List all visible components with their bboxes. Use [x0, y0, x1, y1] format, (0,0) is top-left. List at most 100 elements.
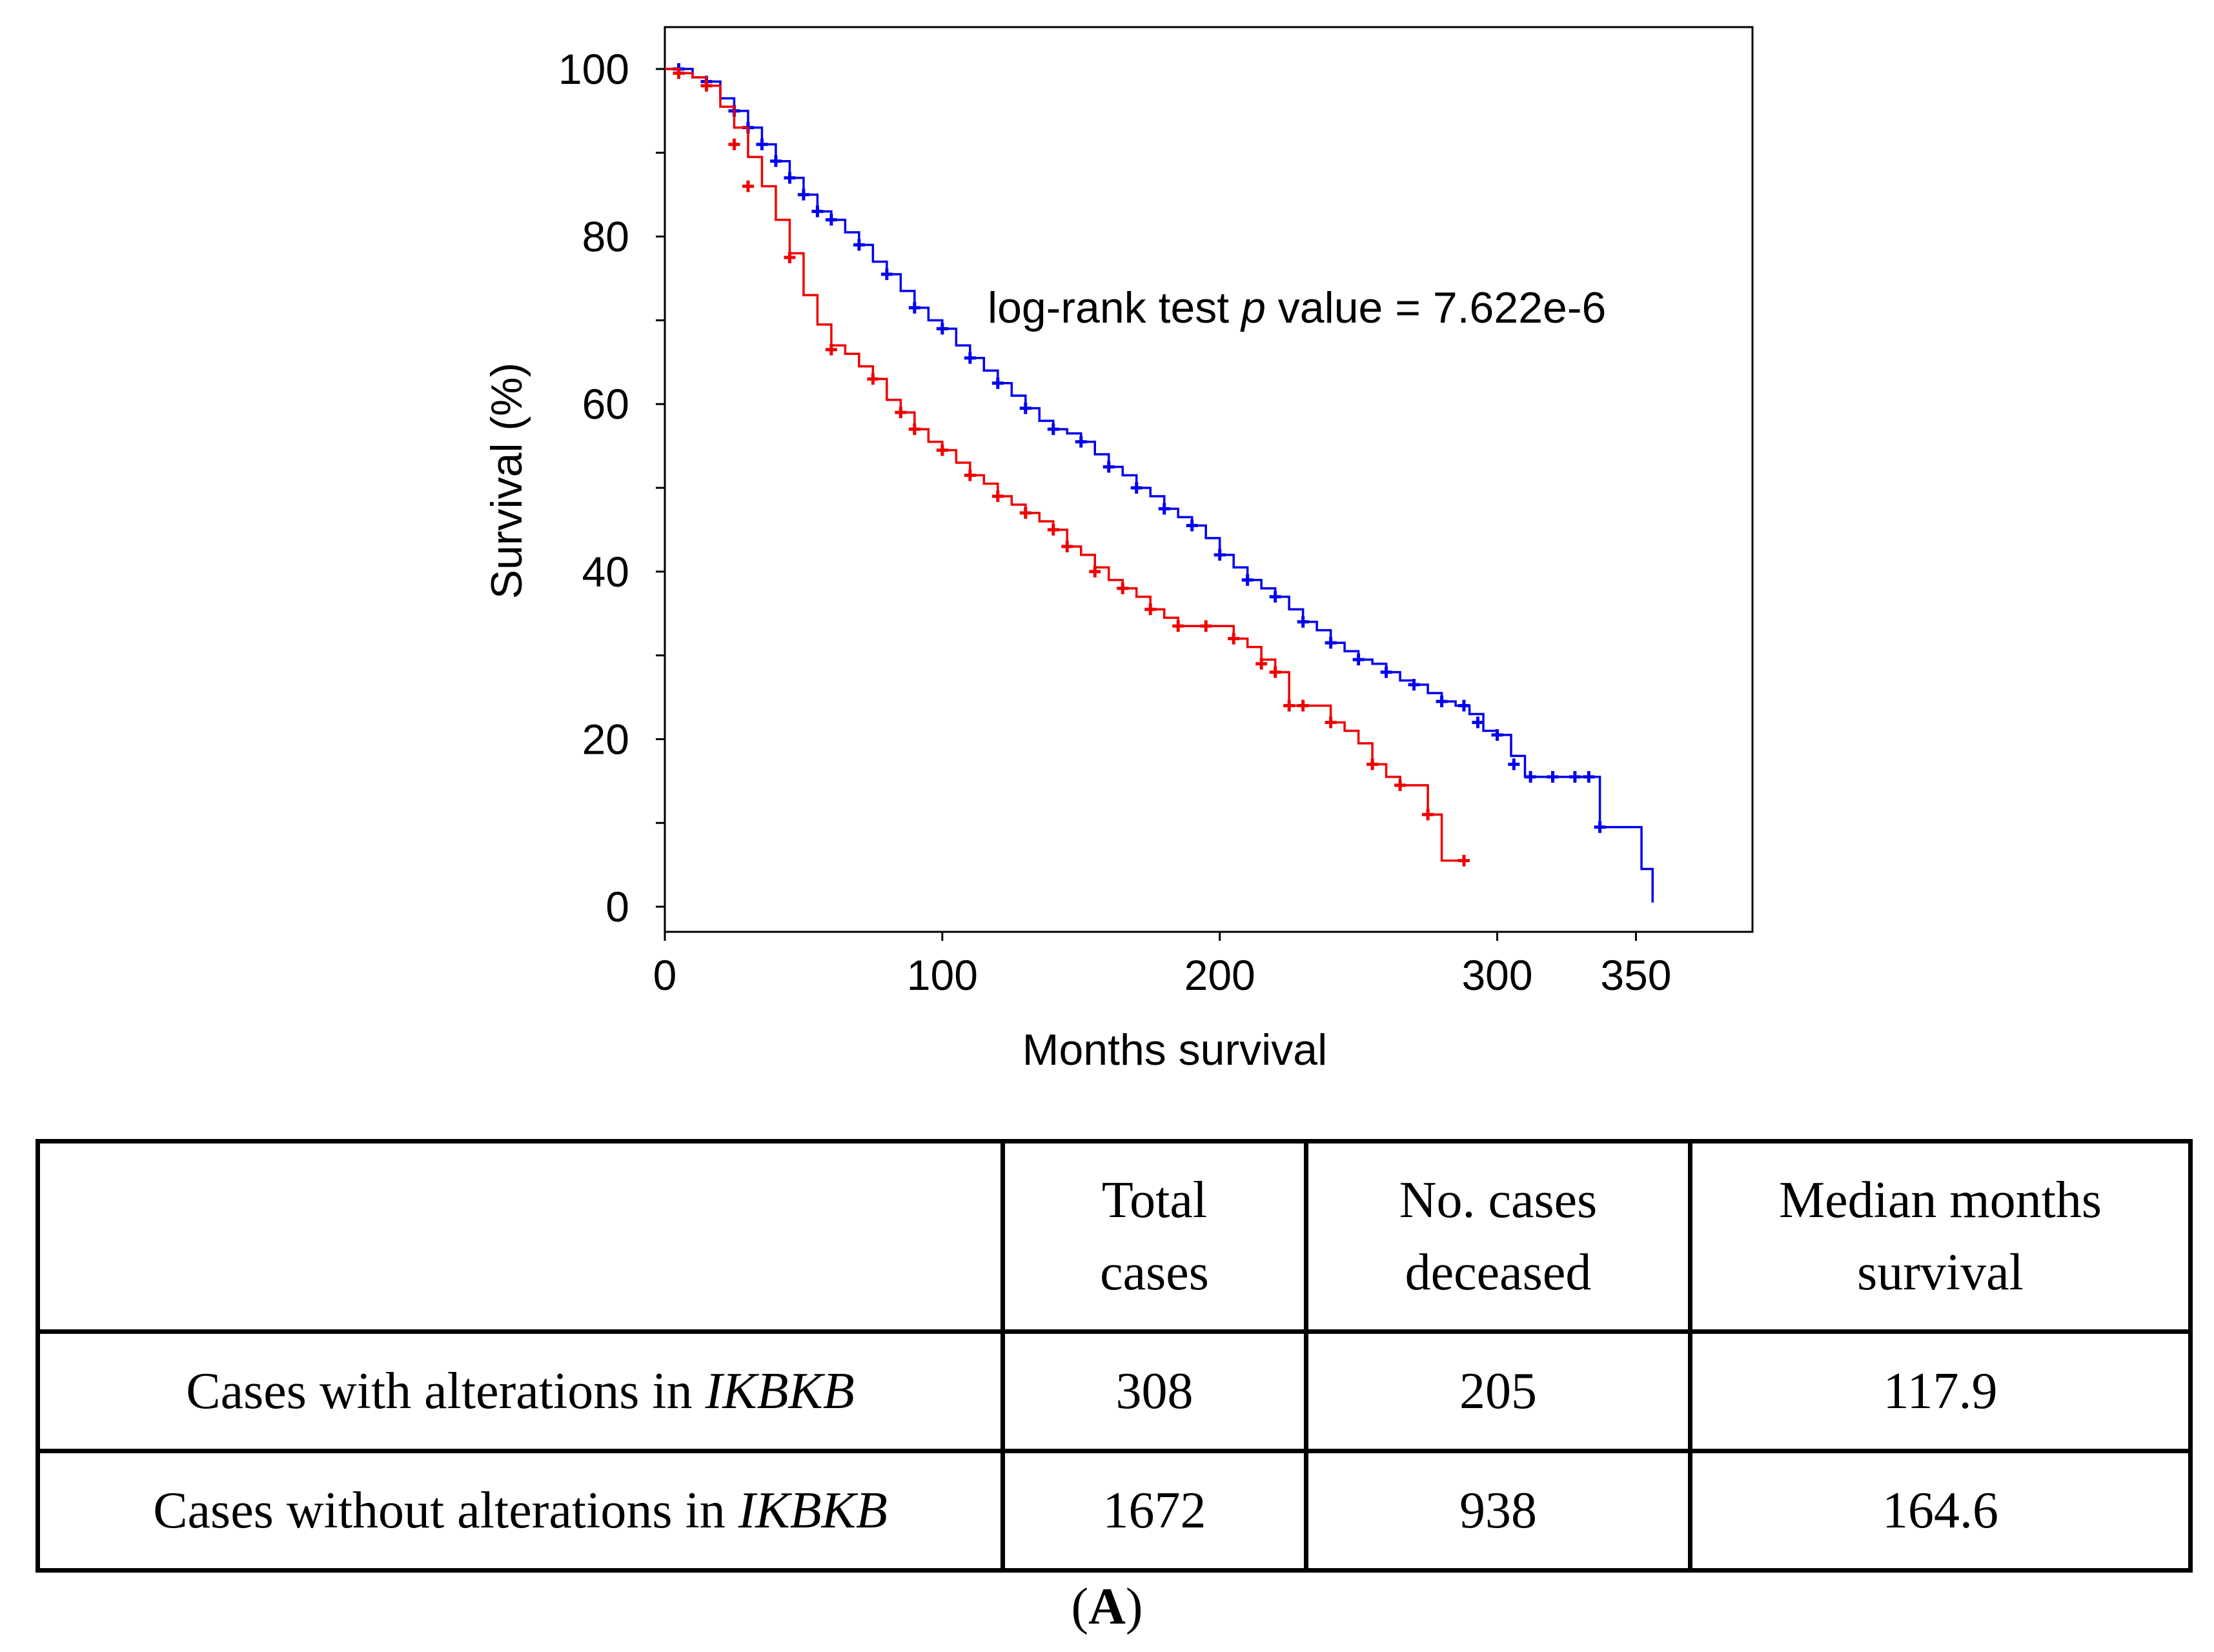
censor-mark	[784, 172, 796, 184]
censor-mark	[908, 301, 920, 314]
censor-mark	[1594, 821, 1606, 833]
median-cell: 117.9	[1688, 1329, 2193, 1453]
censor-mark	[1297, 616, 1309, 628]
axes: 0 100 200 300 350 0 20 40 60 80 100	[558, 45, 1672, 999]
total-cases-cell: 1672	[1000, 1449, 1308, 1573]
y-tick-label: 40	[582, 548, 629, 596]
censor-mark	[1394, 779, 1407, 791]
survival-chart: 0 100 200 300 350 0 20 40 60 80 100 Survival (%) M…	[482, 26, 1754, 1074]
y-tick-label: 100	[558, 45, 629, 93]
censor-mark	[1102, 461, 1115, 473]
censor-mark	[853, 239, 865, 251]
annotation-prefix: log-rank test	[988, 283, 1241, 332]
censor-mark	[1089, 565, 1101, 578]
total-cases-cell: 308	[1000, 1329, 1308, 1453]
plot-frame	[664, 26, 1754, 933]
censor-mark	[1472, 716, 1484, 729]
censor-mark	[1117, 582, 1129, 594]
x-tick-label: 100	[907, 951, 978, 999]
censor-mark	[673, 67, 685, 79]
censor-mark	[784, 251, 796, 263]
censor-mark	[1569, 771, 1581, 783]
panel-label-close: )	[1125, 1578, 1143, 1635]
censor-mark	[1186, 519, 1198, 532]
censor-mark	[756, 138, 768, 150]
censor-mark	[1408, 679, 1420, 691]
x-tick-label: 300	[1461, 951, 1532, 999]
censor-mark	[1047, 523, 1059, 536]
deceased-cell: 205	[1304, 1329, 1692, 1453]
panel-label: (A)	[0, 1578, 2214, 1637]
censor-mark	[1352, 654, 1365, 666]
header-median-months: Median months survival	[1688, 1139, 2193, 1334]
x-tick-label: 200	[1184, 951, 1255, 999]
table-row: Cases without alterations in IKBKB 1672 …	[36, 1449, 2193, 1573]
censor-mark	[1525, 771, 1537, 783]
censor-mark	[1255, 658, 1268, 670]
censor-mark	[908, 423, 920, 436]
censor-mark	[867, 373, 879, 385]
censor-mark	[1325, 637, 1337, 649]
censor-mark	[825, 214, 837, 226]
censor-mark	[1269, 590, 1281, 603]
survival-summary-table: Total cases No. cases deceased Median mo…	[36, 1139, 2193, 1573]
annotation-suffix: value = 7.622e-6	[1266, 283, 1606, 332]
gene-name: IKBKB	[705, 1363, 855, 1420]
censor-mark	[1158, 503, 1170, 515]
median-cell: 164.6	[1688, 1449, 2193, 1573]
censor-mark	[811, 205, 824, 217]
panel-label-letter: A	[1088, 1578, 1126, 1635]
censor-mark	[1422, 809, 1434, 821]
censor-mark	[1457, 854, 1470, 867]
censor-mark	[1075, 436, 1087, 448]
table-row: Cases with alterations in IKBKB 308 205 …	[36, 1329, 2193, 1453]
censor-mark	[964, 469, 976, 481]
censor-mark	[895, 407, 907, 419]
censor-mark	[991, 490, 1004, 502]
censor-mark	[1491, 729, 1503, 741]
censor-mark	[1241, 574, 1254, 586]
censor-mark	[936, 444, 948, 456]
censor-mark	[1547, 771, 1559, 783]
censor-mark	[991, 377, 1004, 389]
censor-mark	[1144, 603, 1157, 616]
censor-mark	[936, 323, 948, 335]
censor-mark	[1508, 758, 1520, 771]
censor-mark	[1047, 423, 1059, 436]
header-empty-cell	[36, 1139, 1005, 1334]
table-header-row: Total cases No. cases deceased Median mo…	[36, 1139, 2193, 1334]
censor-mark	[1283, 700, 1295, 712]
deceased-cell: 938	[1304, 1449, 1692, 1573]
row-label-text: Cases without alterations in	[153, 1482, 738, 1539]
header-total-cases: Total cases	[1000, 1139, 1308, 1334]
censor-mark	[1061, 540, 1073, 552]
header-cases-deceased: No. cases deceased	[1304, 1139, 1692, 1334]
series-line-1	[665, 68, 1654, 903]
censor-mark	[1200, 620, 1212, 632]
gene-name: IKBKB	[738, 1482, 888, 1539]
censor-mark	[880, 268, 893, 280]
y-tick-label: 0	[605, 883, 629, 931]
censor-mark	[1269, 666, 1281, 678]
censor-mark	[964, 352, 976, 364]
row-label: Cases with alterations in IKBKB	[36, 1329, 1005, 1453]
censor-mark	[797, 188, 809, 201]
censor-mark	[1214, 549, 1226, 561]
y-axis-label: Survival (%)	[482, 363, 531, 599]
log-rank-annotation: log-rank test p value = 7.622e-6	[988, 283, 1606, 332]
censor-mark	[1019, 402, 1031, 414]
censor-mark	[700, 79, 713, 92]
censor-mark	[1366, 758, 1379, 771]
x-axis-label: Months survival	[1022, 1025, 1327, 1074]
censor-mark	[1436, 696, 1448, 708]
y-tick-label: 80	[582, 213, 629, 261]
y-tick-label: 20	[582, 715, 629, 763]
censor-mark	[1130, 481, 1143, 494]
x-tick-label: 0	[653, 951, 677, 999]
row-label-text: Cases with alterations in	[186, 1363, 706, 1420]
censor-mark	[1228, 632, 1240, 645]
annotation-p: p	[1240, 283, 1266, 332]
row-label: Cases without alterations in IKBKB	[36, 1449, 1005, 1573]
censor-mark	[1380, 666, 1392, 678]
censor-mark	[825, 343, 837, 356]
